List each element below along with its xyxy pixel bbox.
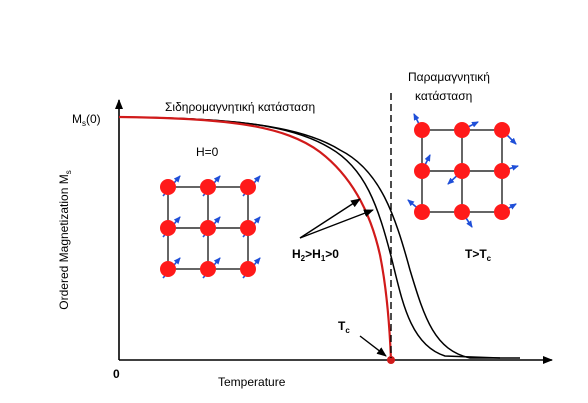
tc-label: Tc: [338, 319, 350, 335]
field-label: H2>H1>0: [292, 247, 339, 263]
h-zero-label: H=0: [196, 145, 219, 159]
atom: [240, 179, 256, 195]
para-state-label-2: κατάσταση: [415, 89, 472, 103]
atom: [454, 163, 470, 179]
atom: [240, 220, 256, 236]
tc-main: T: [338, 319, 346, 333]
origin-label: 0: [113, 367, 120, 381]
tc-point: [387, 356, 395, 364]
t-gt-tc-sub: c: [487, 254, 492, 263]
atom: [160, 179, 176, 195]
field-h1-sub: 1: [321, 254, 326, 263]
atom: [414, 204, 430, 220]
field-tail: >0: [325, 247, 339, 261]
field-pointer-h1: [299, 198, 361, 239]
ferro-state-label: Σιδηρομαγνητική κατάσταση: [165, 100, 315, 114]
t-gt-tc-label: T>Tc: [465, 247, 492, 263]
ferro-lattice: [160, 175, 261, 279]
x-axis-label: Temperature: [218, 375, 286, 389]
field-h2-sub: 2: [301, 254, 306, 263]
atom: [494, 204, 510, 220]
atom: [414, 163, 430, 179]
tc-sub: c: [345, 326, 350, 335]
curve-h2: [118, 116, 520, 359]
ms0-tick-label: Ms(0): [72, 112, 101, 128]
y-axis-label-sub: s: [64, 170, 73, 174]
atom: [200, 179, 216, 195]
t-gt-tc-main: T>T: [465, 247, 487, 261]
field-h1: >H: [305, 247, 321, 261]
atom: [200, 220, 216, 236]
curve-h0: [118, 115, 393, 361]
atom: [200, 261, 216, 277]
atom: [160, 220, 176, 236]
ferro-atoms: [160, 179, 256, 277]
para-state-label-1: Παραμαγνητική: [408, 70, 490, 84]
y-axis-label-main: Ordered Magnetization M: [57, 174, 71, 309]
field-pointer-h2: [299, 209, 374, 239]
para-lattice: [407, 113, 519, 228]
y-axis-label: Ordered Magnetization Ms: [57, 170, 73, 309]
para-atoms: [414, 122, 510, 220]
field-h2: H: [292, 247, 301, 261]
tc-pointer: [359, 335, 387, 357]
ms0-sub: s: [82, 119, 86, 128]
ms0-tail: (0): [86, 112, 101, 126]
atom: [494, 163, 510, 179]
ms0-main: M: [72, 112, 82, 126]
atom: [160, 261, 176, 277]
atom: [414, 122, 430, 138]
atom: [240, 261, 256, 277]
atom: [454, 204, 470, 220]
atom: [454, 122, 470, 138]
curve-h1: [118, 116, 501, 359]
atom: [494, 122, 510, 138]
